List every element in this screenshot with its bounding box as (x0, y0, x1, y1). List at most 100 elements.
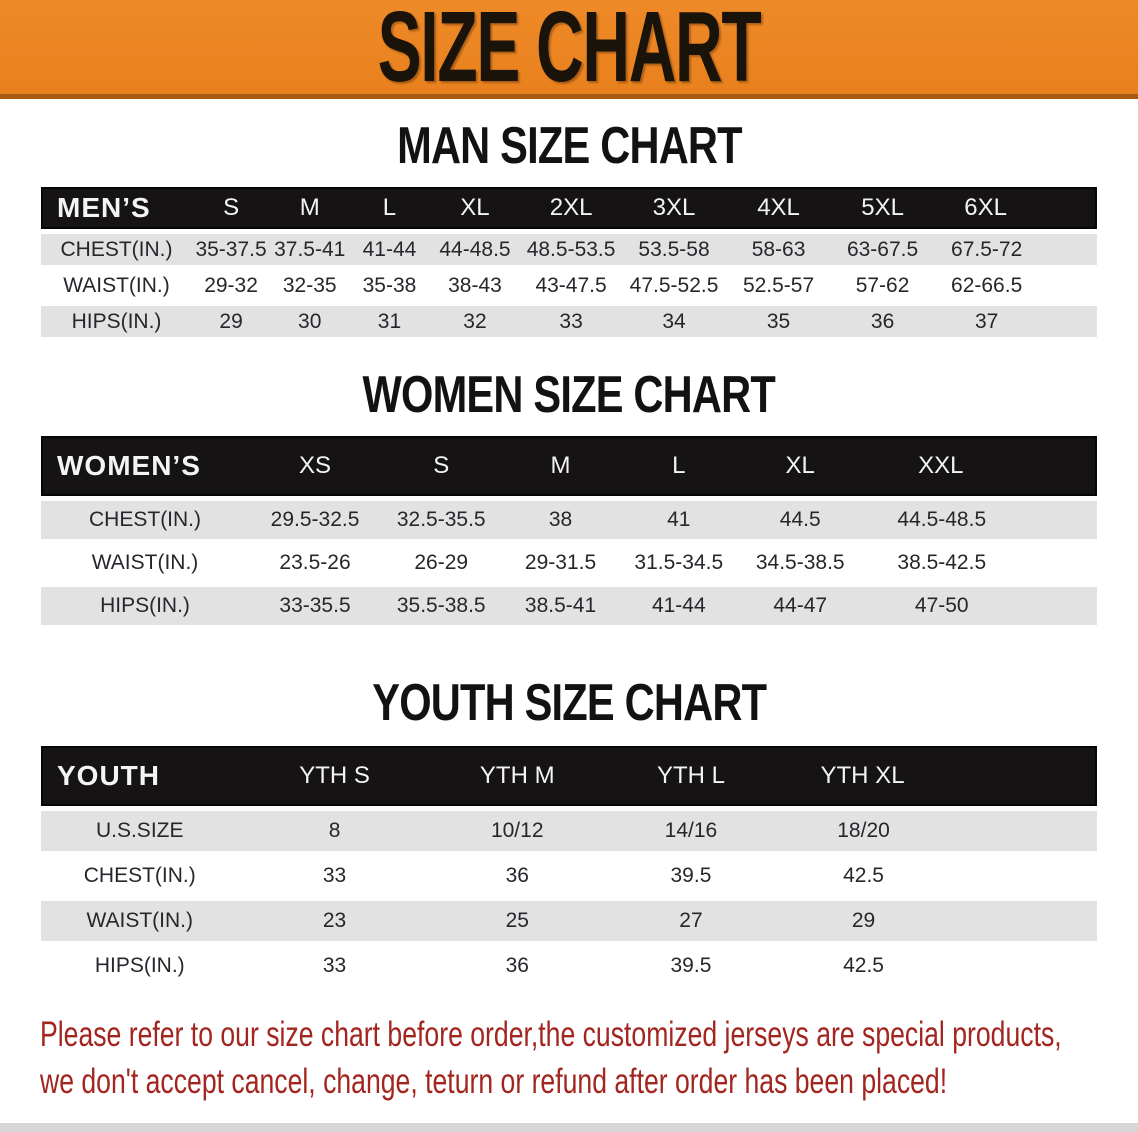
value-cell: 23.5-26 (249, 544, 382, 583)
header-row: YOUTH YTH S YTH M YTH L YTH XL (41, 746, 1097, 807)
size-header-cell: YTH XL (778, 746, 1097, 807)
men-section-title: MAN SIZE CHART (0, 119, 1138, 173)
value-cell: 32.5-35.5 (381, 501, 502, 540)
row-label-cell: WAIST(IN.) (41, 544, 250, 583)
value-cell: 10/12 (430, 811, 604, 852)
size-header-cell: XL (737, 436, 863, 497)
table-title-cell: MEN’S (41, 187, 192, 230)
value-cell: 29-32 (192, 270, 271, 302)
size-header-cell: M (501, 436, 620, 497)
size-header-cell: XL (429, 187, 521, 230)
value-cell: 38 (501, 501, 620, 540)
size-header-cell: S (192, 187, 271, 230)
size-header-cell: YTH L (603, 746, 779, 807)
value-cell: 30 (270, 306, 350, 338)
value-cell: 29.5-32.5 (249, 501, 382, 540)
table-row: CHEST(IN.) 35-37.5 37.5-41 41-44 44-48.5 48.5… (41, 234, 1097, 266)
women-size-table: WOMEN’S XS S M L XL XXL CHEST(IN.) 29.5-32.5 32.5… (41, 431, 1097, 630)
value-cell: 44-47 (737, 587, 863, 626)
row-label-cell: HIPS(IN.) (41, 587, 250, 626)
value-cell: 8 (238, 811, 431, 852)
value-cell: 29 (192, 306, 271, 338)
row-label-cell: WAIST(IN.) (41, 270, 192, 302)
value-cell: 27 (603, 901, 779, 942)
row-label-cell: CHEST(IN.) (41, 234, 192, 266)
women-section-title: WOMEN SIZE CHART (0, 368, 1138, 422)
value-cell: 48.5-53.5 (520, 234, 622, 266)
header-row: WOMEN’S XS S M L XL XXL (41, 436, 1097, 497)
bottom-strip (0, 1123, 1138, 1132)
youth-section-title: YOUTH SIZE CHART (0, 676, 1138, 730)
value-cell: 37 (934, 306, 1097, 338)
value-cell: 31 (349, 306, 430, 338)
value-cell: 39.5 (603, 856, 779, 897)
value-cell: 26-29 (381, 544, 502, 583)
value-cell: 29 (778, 901, 1097, 942)
table-row: WAIST(IN.) 23 25 27 29 (41, 901, 1097, 942)
table-title-cell: WOMEN’S (41, 436, 250, 497)
row-label-cell: WAIST(IN.) (41, 901, 239, 942)
size-header-cell: S (381, 436, 502, 497)
value-cell: 34.5-38.5 (737, 544, 863, 583)
row-label-cell: U.S.SIZE (41, 811, 239, 852)
value-cell: 47.5-52.5 (621, 270, 727, 302)
size-header-cell: YTH S (238, 746, 431, 807)
size-header-cell: 2XL (520, 187, 622, 230)
table-row: U.S.SIZE 8 10/12 14/16 18/20 (41, 811, 1097, 852)
value-cell: 44-48.5 (429, 234, 521, 266)
value-cell: 44.5 (737, 501, 863, 540)
men-size-table: MEN’S S M L XL 2XL 3XL 4XL 5XL 6XL CHEST(IN.) 35-37… (41, 182, 1097, 342)
value-cell: 33 (238, 856, 431, 897)
value-cell: 38.5-41 (501, 587, 620, 626)
table-row: CHEST(IN.) 29.5-32.5 32.5-35.5 38 41 44.5 44.5… (41, 501, 1097, 540)
disclaimer: Please refer to our size chart before or… (40, 1011, 1138, 1105)
value-cell: 33 (238, 946, 431, 987)
value-cell: 35.5-38.5 (381, 587, 502, 626)
women-section-title-text: WOMEN SIZE CHART (362, 366, 776, 425)
value-cell: 42.5 (778, 856, 1097, 897)
table-row: HIPS(IN.) 33 36 39.5 42.5 (41, 946, 1097, 987)
value-cell: 58-63 (726, 234, 831, 266)
value-cell: 35-37.5 (192, 234, 271, 266)
table-row: WAIST(IN.) 29-32 32-35 35-38 38-43 43-47.5 47.… (41, 270, 1097, 302)
table-row: HIPS(IN.) 29 30 31 32 33 34 35 36 37 (41, 306, 1097, 338)
value-cell: 47-50 (862, 587, 1097, 626)
size-header-cell: 5XL (830, 187, 935, 230)
row-label-cell: CHEST(IN.) (41, 856, 239, 897)
value-cell: 34 (621, 306, 727, 338)
value-cell: 37.5-41 (270, 234, 350, 266)
value-cell: 44.5-48.5 (862, 501, 1097, 540)
size-header-cell: 3XL (621, 187, 727, 230)
table-row: WAIST(IN.) 23.5-26 26-29 29-31.5 31.5-34.5 34… (41, 544, 1097, 583)
value-cell: 32-35 (270, 270, 350, 302)
size-header-cell: XXL (862, 436, 1097, 497)
value-cell: 35-38 (349, 270, 430, 302)
value-cell: 23 (238, 901, 431, 942)
value-cell: 41-44 (619, 587, 738, 626)
value-cell: 63-67.5 (830, 234, 935, 266)
value-cell: 52.5-57 (726, 270, 831, 302)
row-label-cell: CHEST(IN.) (41, 501, 250, 540)
size-header-cell: 6XL (934, 187, 1097, 230)
value-cell: 36 (430, 856, 604, 897)
disclaimer-line-2: we don't accept cancel, change, teturn o… (40, 1062, 948, 1102)
value-cell: 31.5-34.5 (619, 544, 738, 583)
table-title-cell: YOUTH (41, 746, 239, 807)
disclaimer-line-1: Please refer to our size chart before or… (40, 1015, 1062, 1055)
size-header-cell: L (619, 436, 738, 497)
size-header-cell: YTH M (430, 746, 604, 807)
value-cell: 38-43 (429, 270, 521, 302)
row-label-cell: HIPS(IN.) (41, 946, 239, 987)
value-cell: 36 (430, 946, 604, 987)
value-cell: 33-35.5 (249, 587, 382, 626)
value-cell: 39.5 (603, 946, 779, 987)
size-header-cell: L (349, 187, 430, 230)
value-cell: 53.5-58 (621, 234, 727, 266)
value-cell: 18/20 (778, 811, 1097, 852)
table-row: CHEST(IN.) 33 36 39.5 42.5 (41, 856, 1097, 897)
value-cell: 33 (520, 306, 622, 338)
value-cell: 29-31.5 (501, 544, 620, 583)
size-header-cell: XS (249, 436, 382, 497)
men-section-title-text: MAN SIZE CHART (396, 117, 742, 175)
